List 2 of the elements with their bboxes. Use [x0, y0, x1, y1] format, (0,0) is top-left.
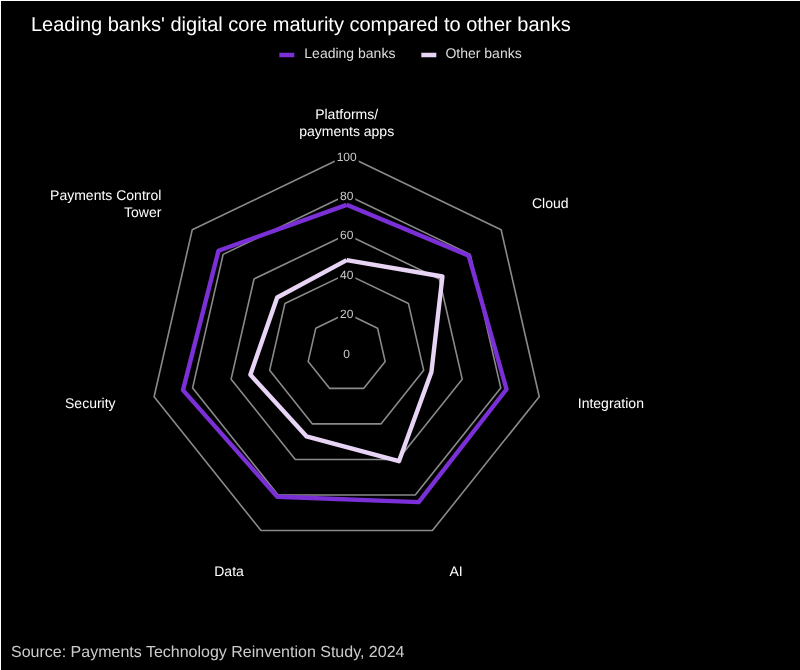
chart-title: Leading banks' digital core maturity compared to other banks [31, 15, 571, 37]
source-note: Source: Payments Technology Reinvention Study, 2024 [11, 643, 406, 661]
